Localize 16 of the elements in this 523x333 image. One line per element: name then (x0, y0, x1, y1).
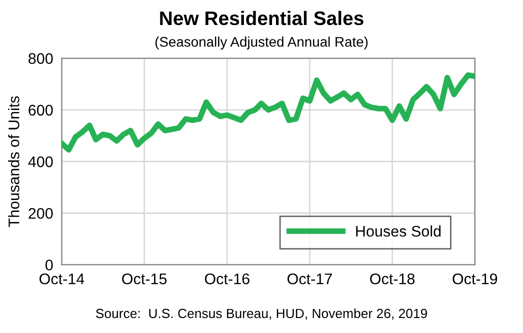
x-tick-label: Oct-17 (288, 273, 332, 284)
x-tick-label: Oct-14 (40, 273, 84, 284)
y-tick-label: 800 (28, 53, 53, 64)
y-axis-title: Thousands of Units (8, 96, 20, 227)
y-tick-label: 0 (45, 260, 53, 270)
y-tick-label: 600 (28, 104, 53, 116)
x-tick-label: Oct-18 (370, 273, 415, 284)
source-note: Source: U.S. Census Bureau, HUD, November 26, 2019 (96, 308, 427, 320)
y-tick-label: 200 (28, 208, 53, 219)
chart-subtitle: (Seasonally Adjusted Annual Rate) (155, 36, 368, 50)
x-tick-label: Oct-16 (204, 273, 250, 284)
x-tick-label: Oct-15 (122, 273, 167, 284)
x-tick-label: Oct-19 (452, 273, 498, 284)
chart-title: New Residential Sales (160, 10, 364, 26)
legend-label: Houses Sold (356, 225, 441, 237)
y-tick-label: 400 (28, 156, 53, 168)
